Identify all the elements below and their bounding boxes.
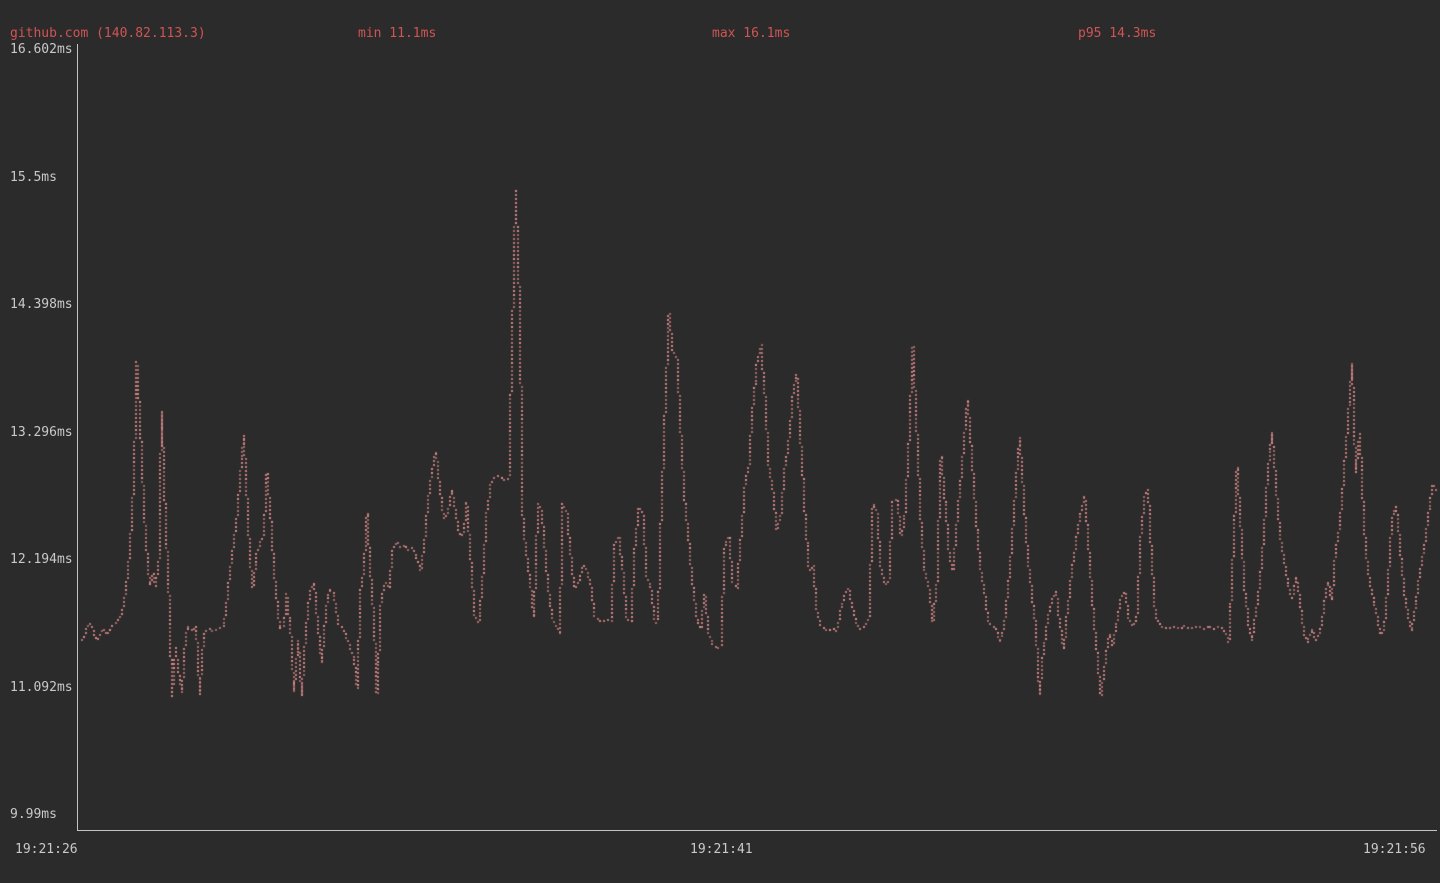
y-axis-label: 12.194ms [10, 552, 73, 567]
host-label: github.com (140.82.113.3) [10, 26, 206, 41]
x-axis-line [77, 830, 1437, 831]
x-axis-label: 19:21:26 [15, 842, 78, 857]
y-axis-line [77, 44, 78, 830]
y-axis-label: 11.092ms [10, 679, 73, 695]
stat-min: min 11.1ms [358, 26, 437, 41]
x-axis-label: 19:21:56 [1363, 842, 1426, 857]
x-axis-label: 19:21:41 [690, 842, 753, 857]
y-axis-label: 15.5ms [10, 169, 57, 185]
y-axis-label: 16.602ms [10, 42, 73, 57]
y-axis-label: 14.398ms [10, 297, 73, 312]
stat-max: max 16.1ms [712, 26, 791, 41]
stat-p95: p95 14.3ms [1078, 26, 1157, 41]
y-axis-label: 9.99ms [10, 807, 57, 822]
y-axis-label: 13.296ms [10, 424, 73, 440]
